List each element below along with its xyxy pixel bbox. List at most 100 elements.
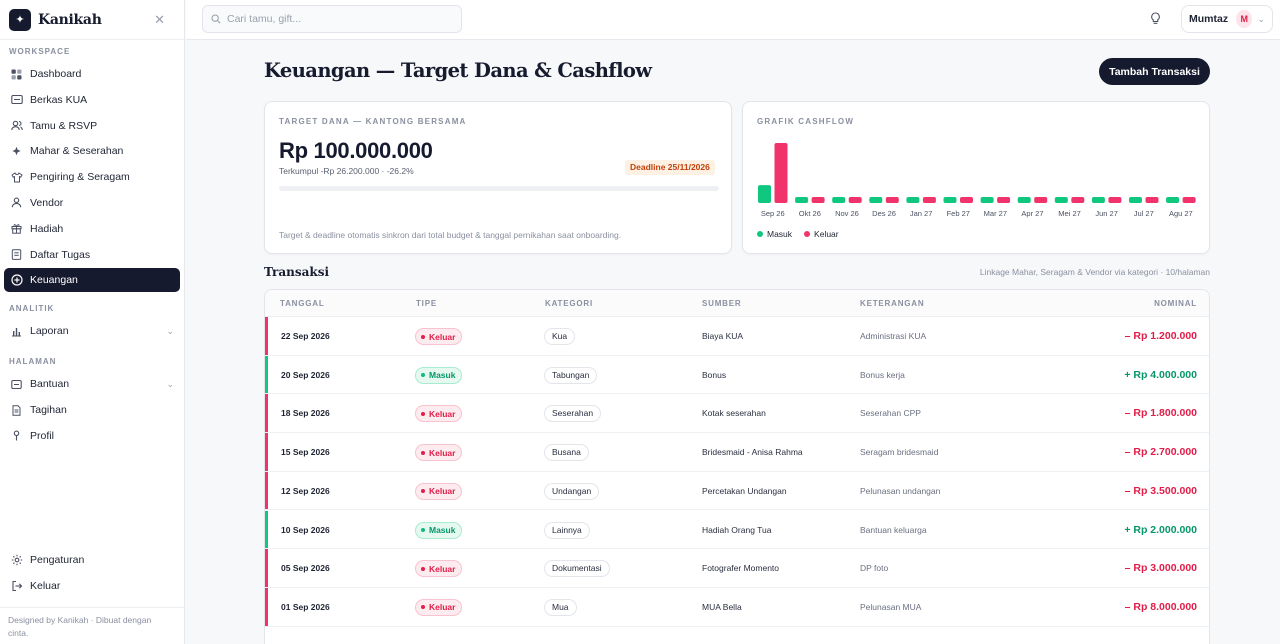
sidebar-item-label: Tamu & RSVP xyxy=(30,119,98,132)
sidebar-item-pengaturan[interactable]: Pengaturan xyxy=(4,548,181,572)
brand-name: Kanikah xyxy=(38,11,102,28)
bar-chart-icon xyxy=(10,325,23,338)
target-fund-card: TARGET DANA — KANTONG BERSAMA Rp 100.000… xyxy=(264,101,732,254)
category-badge: Seserahan xyxy=(544,405,602,423)
chart-card-label: GRAFIK CASHFLOW xyxy=(757,117,855,126)
bar-keluar[interactable] xyxy=(1034,197,1048,203)
bar-keluar[interactable] xyxy=(774,143,788,203)
add-transaction-button[interactable]: Tambah Transaksi xyxy=(1099,58,1210,85)
category-badge: Undangan xyxy=(544,482,600,500)
table-row[interactable]: 22 Sep 2026 Keluar Kua Biaya KUA Administras… xyxy=(265,317,1209,356)
sidebar-item-dashboard[interactable]: Dashboard xyxy=(4,62,180,86)
bar-masuk[interactable] xyxy=(980,197,994,203)
table-row[interactable]: 10 Sep 2026 Masuk Lainnya Hadiah Orang Tua B… xyxy=(265,510,1209,550)
legend-label-masuk: Masuk xyxy=(767,229,793,239)
type-label: Keluar xyxy=(429,408,456,419)
cell-note: Seragam bridesmaid xyxy=(860,447,939,458)
search-icon xyxy=(211,14,221,24)
sidebar-item-tamu-rsvp[interactable]: Tamu & RSVP xyxy=(4,114,180,138)
chevron-down-icon: ⌄ xyxy=(166,325,174,336)
bar-masuk[interactable] xyxy=(795,197,809,203)
bar-masuk[interactable] xyxy=(906,197,920,203)
sidebar-item-label: Pengiring & Seragam xyxy=(30,171,130,184)
search-input[interactable] xyxy=(227,13,447,25)
deadline-badge: Deadline 25/11/2026 xyxy=(625,160,715,175)
sidebar-item-laporan[interactable]: Laporan ⌄ xyxy=(4,319,180,343)
sidebar-item-daftar-tugas[interactable]: Daftar Tugas xyxy=(4,243,180,267)
type-badge: Keluar xyxy=(415,328,463,345)
sidebar-item-label: Vendor xyxy=(30,196,64,209)
search-box[interactable] xyxy=(202,5,462,33)
bar-masuk[interactable] xyxy=(943,197,957,203)
type-label: Keluar xyxy=(429,602,456,613)
bar-keluar[interactable] xyxy=(960,197,973,203)
transactions-meta: Linkage Mahar, Seragam & Vendor via kate… xyxy=(979,267,1210,277)
table-row[interactable]: 20 Sep 2026 Masuk Tabungan Bonus Bonus kerja… xyxy=(265,355,1209,395)
column-header-date: TANGGAL xyxy=(280,299,325,308)
sidebar-item-bantuan[interactable]: Bantuan ⌄ xyxy=(4,372,180,396)
sidebar-item-berkas-kua[interactable]: Berkas KUA xyxy=(4,88,180,112)
sidebar-item-label: Daftar Tugas xyxy=(30,248,91,261)
type-label: Keluar xyxy=(429,331,456,342)
row-type-indicator xyxy=(265,433,268,471)
bar-masuk[interactable] xyxy=(758,185,771,203)
cell-source: Bonus xyxy=(702,369,727,380)
cell-note: Pelunasan undangan xyxy=(860,485,941,496)
lightbulb-icon[interactable] xyxy=(1150,12,1161,26)
type-dot xyxy=(421,411,425,416)
bar-keluar[interactable] xyxy=(848,197,862,203)
bar-masuk[interactable] xyxy=(1129,197,1142,203)
sidebar-item-keluar[interactable]: Keluar xyxy=(4,574,181,598)
users-icon xyxy=(10,119,23,132)
table-row[interactable]: 05 Sep 2026 Keluar Dokumentasi Fotografer M… xyxy=(265,549,1209,588)
sidebar-bottom-nav: Pengaturan Keluar xyxy=(0,548,185,600)
cell-amount: + Rp 2.000.000 xyxy=(1124,523,1197,536)
type-label: Keluar xyxy=(429,447,456,458)
bar-masuk[interactable] xyxy=(1017,197,1031,203)
x-tick-label: Okt 26 xyxy=(799,209,821,218)
bar-keluar[interactable] xyxy=(811,197,825,203)
close-sidebar-icon[interactable]: ✕ xyxy=(154,11,165,27)
cell-date: 01 Sep 2026 xyxy=(281,601,330,612)
gift-icon xyxy=(10,222,23,235)
bar-masuk[interactable] xyxy=(1091,197,1105,203)
sidebar-item-label: Berkas KUA xyxy=(30,93,88,106)
bar-keluar[interactable] xyxy=(1071,197,1085,203)
cell-amount: – Rp 8.000.000 xyxy=(1124,600,1197,613)
bar-keluar[interactable] xyxy=(885,197,899,203)
bar-masuk[interactable] xyxy=(832,197,846,203)
sidebar-footer: Designed by Kanikah · Dibuat dengan cint… xyxy=(8,615,152,638)
sidebar-item-vendor[interactable]: Vendor xyxy=(4,191,180,215)
table-row[interactable]: 15 Sep 2026 Keluar Busana Bridesmaid - Anis… xyxy=(265,433,1209,472)
table-row[interactable]: 12 Sep 2026 Keluar Undangan Percetakan Unda… xyxy=(265,471,1209,511)
target-amount: Rp 100.000.000 xyxy=(279,138,433,163)
type-dot xyxy=(421,373,425,378)
sidebar-item-keuangan[interactable]: Keuangan xyxy=(4,268,180,293)
sidebar-item-pengiring-seragam[interactable]: Pengiring & Seragam xyxy=(4,165,180,189)
bar-masuk[interactable] xyxy=(869,197,883,203)
bar-keluar[interactable] xyxy=(997,197,1011,203)
user-menu[interactable]: Mumtaz M ⌄ xyxy=(1181,5,1273,33)
bar-masuk[interactable] xyxy=(1054,197,1068,203)
sidebar-item-hadiah[interactable]: Hadiah xyxy=(4,217,180,241)
sidebar-item-tagihan[interactable]: Tagihan xyxy=(4,398,180,422)
x-tick-label: Agu 27 xyxy=(1169,209,1193,218)
sidebar-item-profil[interactable]: Profil xyxy=(4,424,180,448)
checklist-icon xyxy=(10,248,23,261)
bar-keluar[interactable] xyxy=(1108,197,1122,203)
x-tick-label: Jul 27 xyxy=(1134,209,1154,218)
cell-date: 05 Sep 2026 xyxy=(281,563,330,574)
table-row[interactable]: 01 Sep 2026 Keluar Mua MUA Bella Pelunasan M… xyxy=(265,587,1209,627)
section-workspace-label: WORKSPACE xyxy=(9,47,71,56)
sidebar-item-mahar-seserahan[interactable]: Mahar & Seserahan xyxy=(4,139,180,163)
cell-date: 22 Sep 2026 xyxy=(281,331,330,341)
table-row[interactable]: 18 Sep 2026 Keluar Seserahan Kotak seseraha… xyxy=(265,394,1209,434)
bar-keluar[interactable] xyxy=(1145,197,1159,203)
category-badge: Busana xyxy=(544,444,589,462)
cell-source: Hadiah Orang Tua xyxy=(702,524,772,535)
bar-keluar[interactable] xyxy=(922,197,936,203)
bar-masuk[interactable] xyxy=(1166,197,1180,203)
bar-keluar[interactable] xyxy=(1182,197,1196,203)
transactions-title: Transaksi xyxy=(264,265,330,279)
sidebar-item-label: Keuangan xyxy=(30,274,78,287)
